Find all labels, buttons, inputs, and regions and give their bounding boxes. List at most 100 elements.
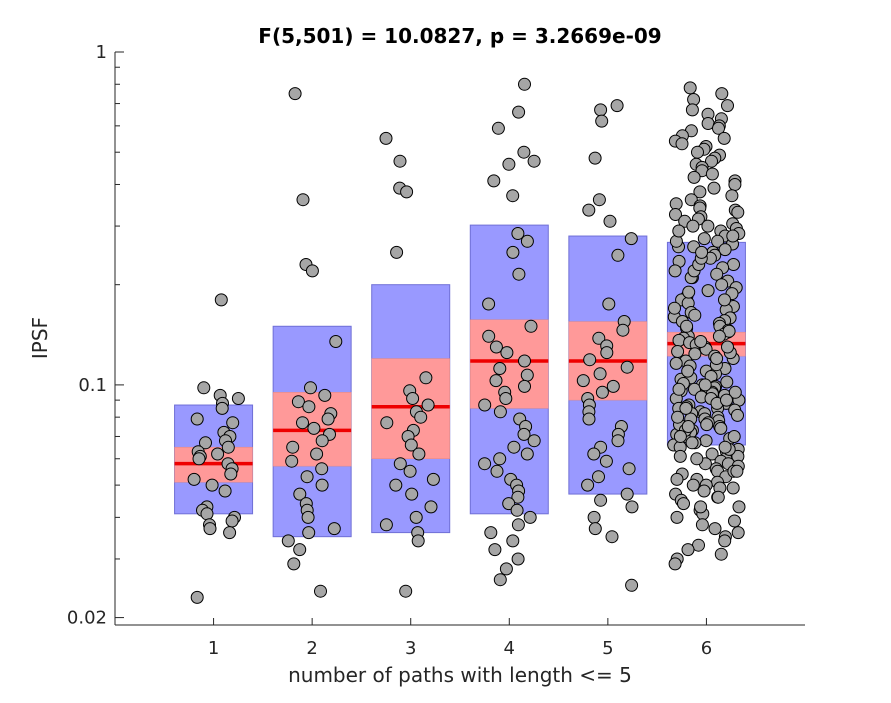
data-point	[190, 590, 204, 604]
data-point	[728, 514, 741, 528]
data-point	[695, 245, 709, 259]
data-point	[502, 157, 516, 171]
data-point	[511, 518, 525, 532]
data-point	[602, 297, 616, 311]
data-point	[687, 170, 701, 184]
data-point	[482, 297, 496, 311]
data-point	[681, 364, 695, 378]
data-point	[315, 434, 329, 448]
data-point	[302, 526, 316, 540]
data-point	[223, 526, 237, 540]
data-point	[592, 193, 606, 207]
data-point	[728, 385, 742, 399]
data-point	[669, 208, 682, 221]
data-point	[694, 335, 708, 348]
data-point	[205, 478, 219, 492]
data-point	[587, 510, 601, 524]
box-group-4	[469, 77, 549, 587]
data-point	[669, 356, 683, 370]
data-point	[510, 503, 524, 517]
data-point	[683, 81, 697, 95]
data-point	[493, 573, 507, 587]
data-point	[625, 578, 639, 592]
data-point	[718, 293, 731, 307]
data-point	[296, 416, 309, 430]
data-point	[671, 410, 685, 424]
data-point	[518, 354, 531, 368]
chart-title: F(5,501) = 10.0827, p = 3.2669e-09	[258, 24, 661, 48]
box-group-3	[371, 131, 451, 598]
data-point	[197, 381, 211, 395]
data-point	[527, 434, 541, 448]
data-point	[426, 472, 440, 486]
data-point	[512, 267, 526, 281]
data-point	[379, 518, 393, 532]
data-point	[281, 534, 295, 548]
y-tick-label: 1	[96, 42, 107, 63]
data-point	[672, 382, 686, 396]
data-point	[616, 323, 630, 337]
data-point	[583, 353, 597, 367]
data-point	[725, 189, 739, 203]
data-point	[605, 530, 619, 544]
x-tick-label: 6	[701, 638, 712, 659]
data-point	[285, 454, 299, 468]
data-point	[582, 203, 596, 217]
data-point	[726, 481, 740, 495]
data-point	[409, 510, 423, 524]
data-point	[524, 319, 538, 333]
data-point	[679, 401, 693, 415]
data-point	[379, 131, 393, 145]
data-point	[720, 375, 734, 389]
data-point	[482, 329, 496, 343]
data-point	[582, 412, 596, 426]
data-point	[685, 103, 699, 117]
data-point	[502, 497, 516, 511]
data-point	[199, 436, 212, 450]
data-point	[603, 214, 617, 228]
data-point	[520, 234, 534, 248]
data-point	[390, 245, 404, 259]
data-point	[599, 454, 613, 468]
data-point	[710, 352, 724, 365]
data-point	[310, 447, 324, 461]
data-point	[620, 360, 634, 374]
data-point	[595, 114, 609, 128]
data-point	[592, 331, 606, 345]
x-axis-label: number of paths with length <= 5	[288, 663, 632, 687]
data-point	[600, 346, 614, 360]
data-point	[581, 478, 595, 492]
data-point	[489, 340, 503, 354]
data-point	[293, 487, 307, 501]
box-group-2	[272, 87, 352, 598]
data-point	[592, 470, 605, 484]
data-point	[286, 440, 300, 454]
data-point	[478, 398, 492, 412]
data-point	[499, 562, 513, 576]
data-point	[329, 335, 343, 348]
data-point	[412, 447, 426, 461]
data-point	[694, 500, 708, 514]
data-point	[315, 478, 329, 492]
x-tick-label: 1	[208, 638, 219, 659]
data-point	[671, 345, 685, 358]
data-point	[693, 185, 707, 199]
data-point	[698, 378, 712, 392]
plot-area	[174, 77, 746, 604]
data-point	[625, 500, 639, 514]
data-point	[231, 392, 245, 405]
data-point	[419, 371, 433, 385]
data-point	[404, 438, 418, 452]
data-point	[304, 381, 317, 395]
data-point	[321, 412, 335, 426]
data-point	[399, 584, 413, 598]
data-point	[711, 234, 725, 248]
data-point	[327, 522, 341, 536]
data-point	[673, 449, 687, 463]
data-point	[727, 258, 740, 271]
data-point	[190, 412, 204, 426]
data-point	[478, 457, 492, 471]
data-point	[302, 400, 316, 414]
data-point	[403, 464, 417, 478]
